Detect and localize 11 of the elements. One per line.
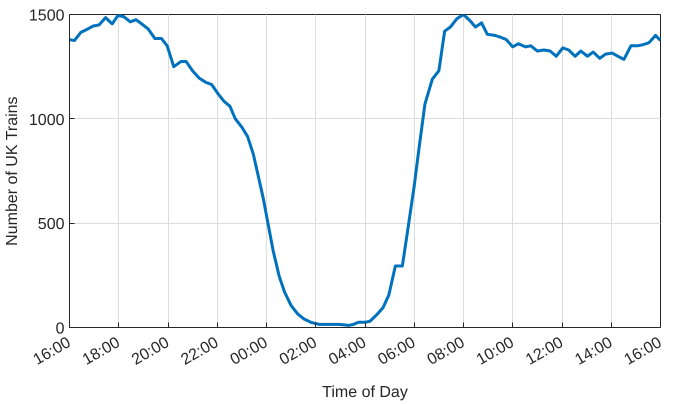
y-tick-label: 0: [56, 320, 65, 338]
x-axis-title: Time of Day: [322, 384, 408, 402]
x-tick-label: 06:00: [375, 334, 419, 369]
x-tick-label: 02:00: [276, 334, 320, 369]
y-tick-label: 1500: [28, 8, 65, 24]
x-tick-label: 04:00: [326, 334, 370, 369]
y-axis-title: Number of UK Trains: [4, 96, 21, 246]
x-tick-label: 08:00: [424, 334, 468, 369]
y-tick-label: 500: [38, 216, 65, 234]
x-tick-label: 00:00: [228, 334, 271, 369]
y-tick-label: 1000: [28, 112, 65, 129]
